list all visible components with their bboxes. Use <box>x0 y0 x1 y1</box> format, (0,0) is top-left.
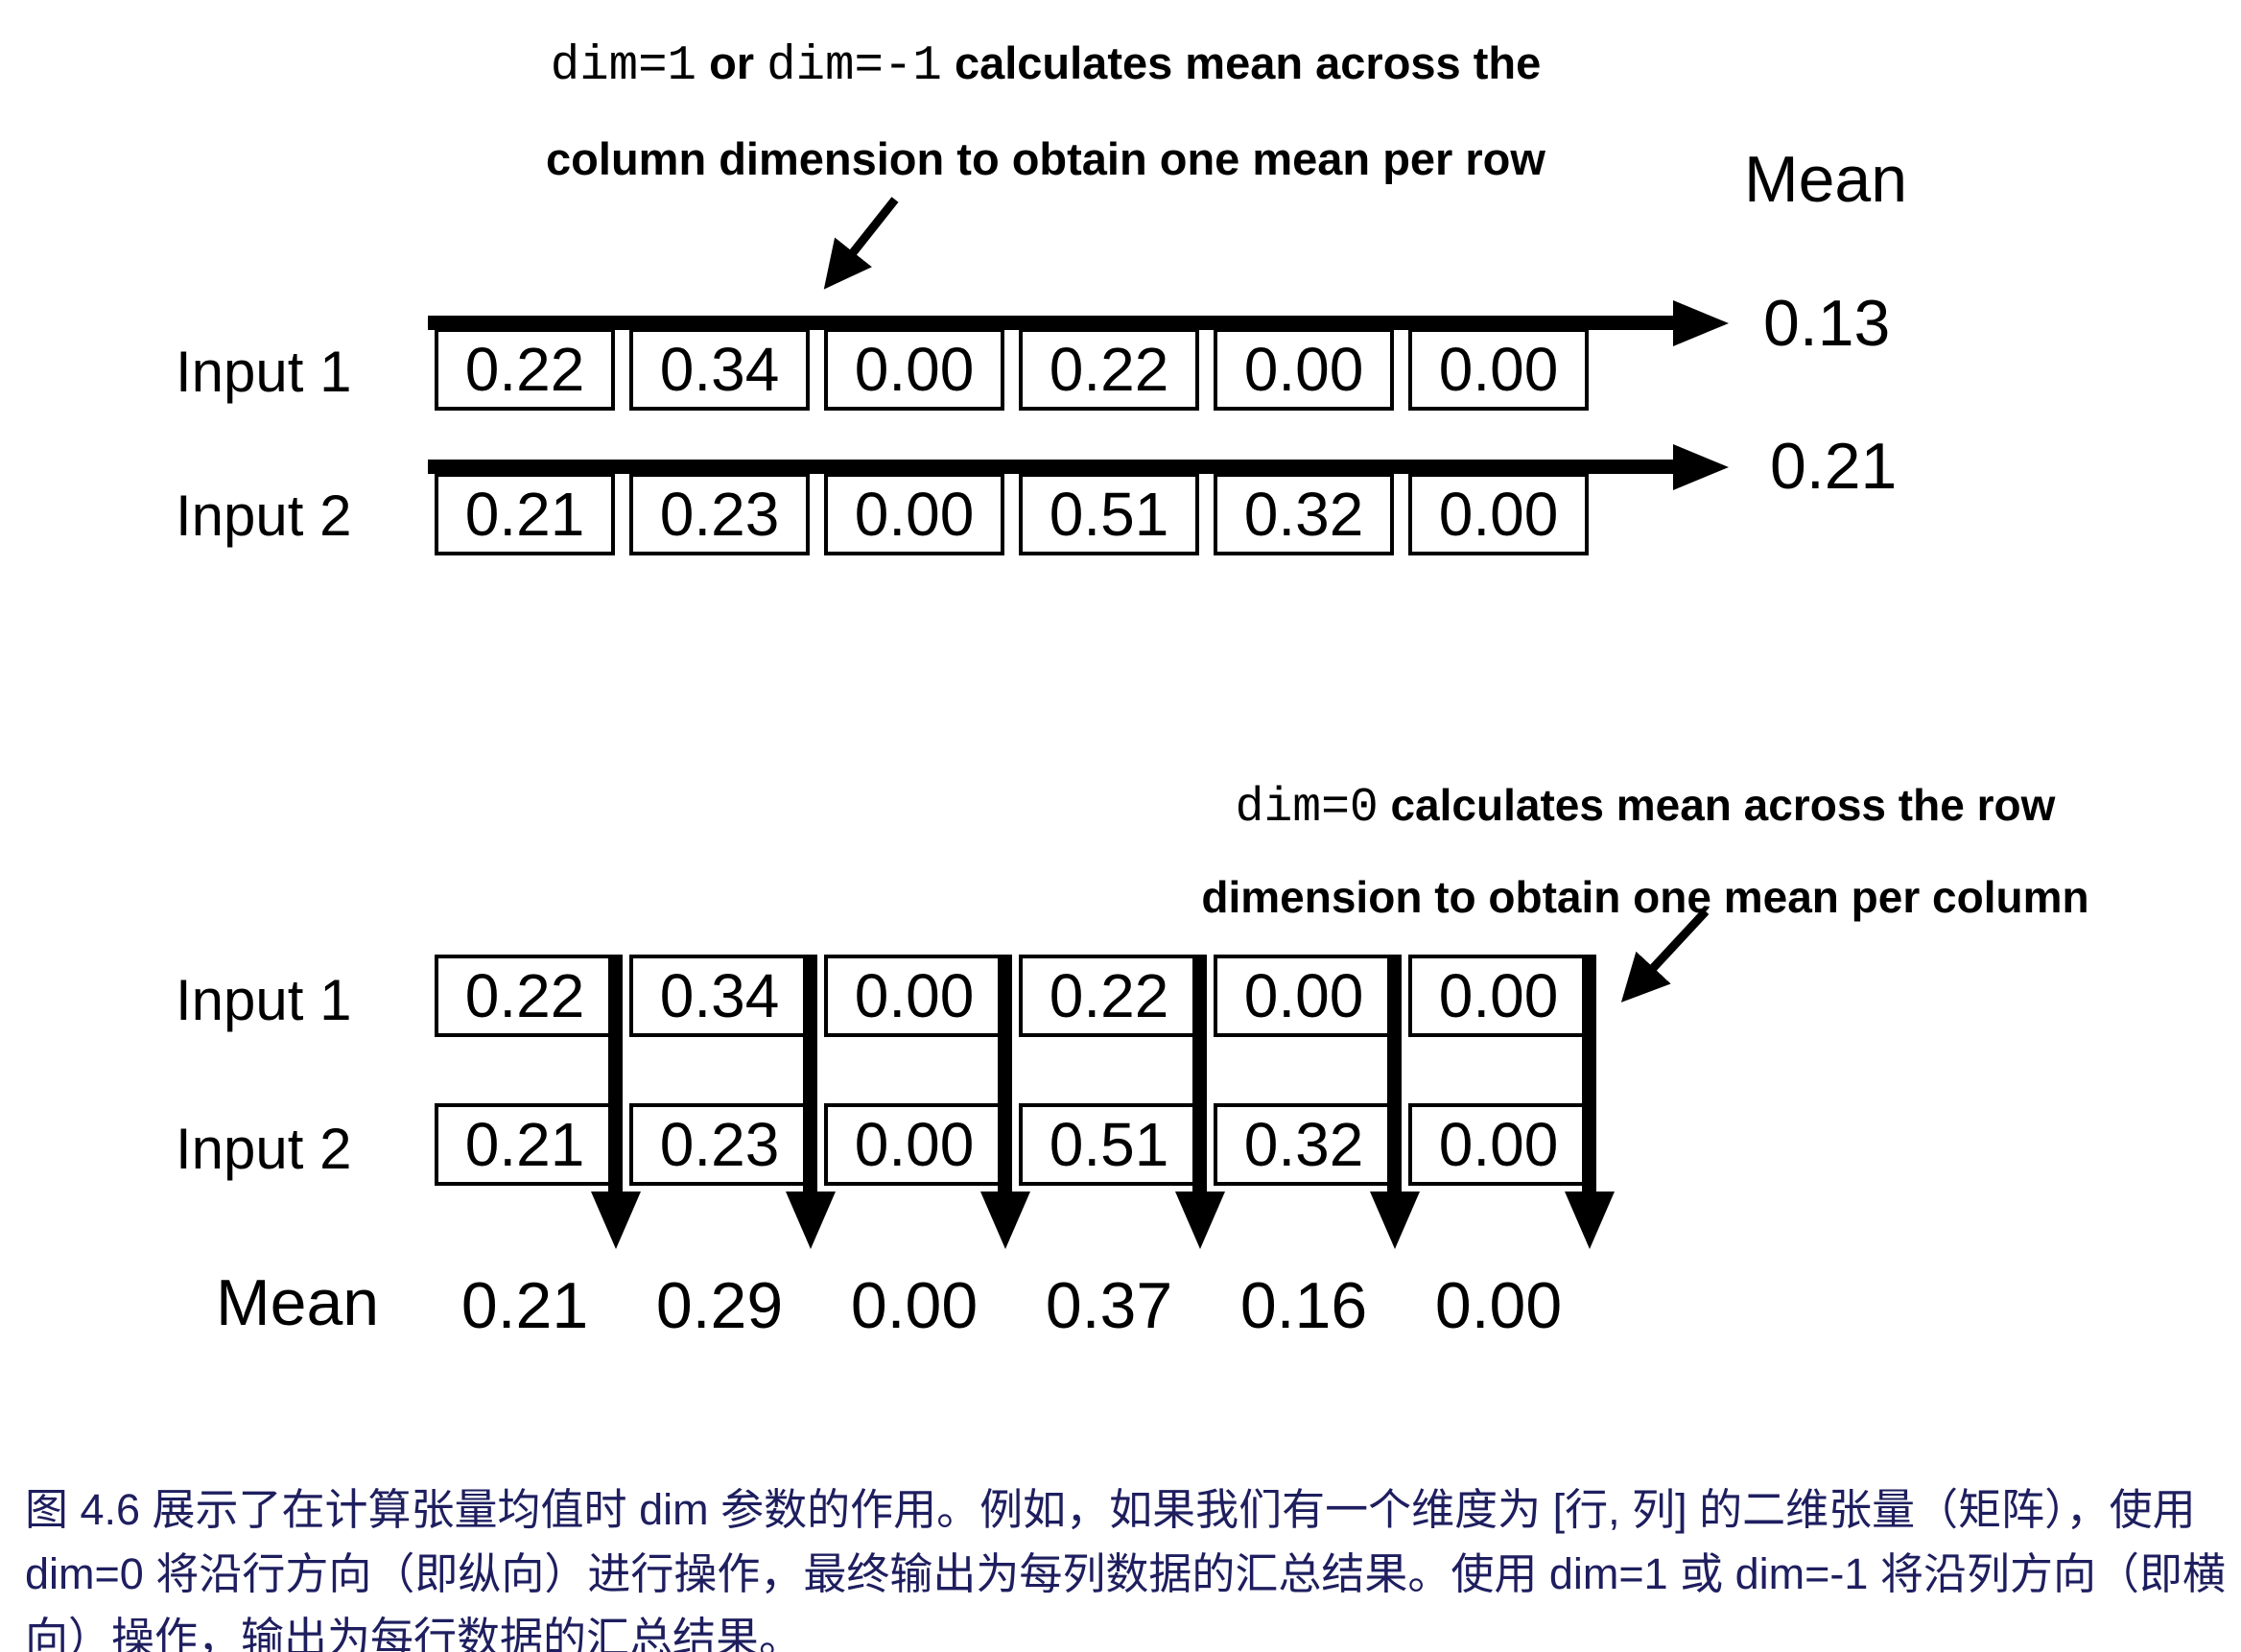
down-arrow-col6-shaft <box>1582 955 1596 1192</box>
top-row2-mean: 0.21 <box>1770 430 1898 503</box>
tensor-cell: 0.22 <box>435 955 615 1037</box>
top-annotation-line1: dim=1 or dim=-1 calculates mean across t… <box>278 17 1813 113</box>
code-dim1: dim=1 <box>550 39 697 94</box>
down-arrow-col4-head-icon <box>1175 1192 1225 1249</box>
top-mean-header: Mean <box>1743 143 1908 216</box>
down-arrow-col2-shaft <box>803 955 817 1192</box>
tensor-cell: 0.00 <box>824 328 1004 411</box>
bottom-annotation-line1: dim=0 calculates mean across the row <box>1084 761 2206 853</box>
down-arrow-col2-head-icon <box>786 1192 836 1249</box>
bottom-pointer-arrow-icon <box>1620 908 1710 1003</box>
top-annotation-line2: column dimension to obtain one mean per … <box>546 133 1545 184</box>
tensor-cell: 0.32 <box>1214 1103 1394 1186</box>
right-arrow-row1-head-icon <box>1673 300 1729 346</box>
bottom-mean-col6: 0.00 <box>1434 1269 1563 1342</box>
right-arrow-row2-head-icon <box>1673 444 1729 490</box>
bottom-mean-col2: 0.29 <box>655 1269 784 1342</box>
tensor-cell: 0.00 <box>824 1103 1004 1186</box>
figure-caption: 图 4.6 展示了在计算张量均值时 dim 参数的作用。例如，如果我们有一个维度… <box>25 1485 2226 1652</box>
bottom-mean-col3: 0.00 <box>850 1269 979 1342</box>
tensor-cell: 0.00 <box>824 473 1004 555</box>
tensor-cell: 0.23 <box>629 1103 810 1186</box>
bottom-row2-label: Input 2 <box>176 1117 352 1181</box>
top-row2-label: Input 2 <box>176 484 352 548</box>
tensor-cell: 0.00 <box>1214 955 1394 1037</box>
down-arrow-col1-head-icon <box>591 1192 641 1249</box>
code-dim0: dim=0 <box>1235 781 1379 835</box>
bottom-mean-col4: 0.37 <box>1045 1269 1173 1342</box>
tensor-cell: 0.51 <box>1019 1103 1199 1186</box>
top-annotation: dim=1 or dim=-1 calculates mean across t… <box>278 17 1813 205</box>
bottom-annotation-rest: calculates mean across the row <box>1390 780 2056 830</box>
down-arrow-col4-shaft <box>1192 955 1207 1192</box>
top-annotation-rest: calculates mean across the <box>954 37 1542 88</box>
down-arrow-col5-shaft <box>1387 955 1402 1192</box>
tensor-cell: 0.22 <box>435 328 615 411</box>
tensor-cell: 0.32 <box>1214 473 1394 555</box>
down-arrow-col1-shaft <box>608 955 623 1192</box>
tensor-cell: 0.00 <box>1408 328 1589 411</box>
bottom-mean-col1: 0.21 <box>460 1269 589 1342</box>
tensor-cell: 0.00 <box>1408 1103 1589 1186</box>
down-arrow-col3-shaft <box>998 955 1012 1192</box>
down-arrow-col6-head-icon <box>1565 1192 1615 1249</box>
bottom-mean-label: Mean <box>216 1266 380 1339</box>
tensor-cell: 0.22 <box>1019 328 1199 411</box>
top-row1-cells: 0.22 0.34 0.00 0.22 0.00 0.00 <box>435 328 1589 411</box>
right-arrow-row1-shaft <box>428 316 1673 330</box>
tensor-cell: 0.00 <box>1214 328 1394 411</box>
bottom-row1-label: Input 1 <box>176 968 352 1032</box>
top-row2-cells: 0.21 0.23 0.00 0.51 0.32 0.00 <box>435 473 1589 555</box>
top-annotation-or: or <box>709 37 755 88</box>
code-dim-neg1: dim=-1 <box>767 39 942 94</box>
top-pointer-arrow-icon <box>823 197 899 290</box>
tensor-cell: 0.00 <box>1408 955 1589 1037</box>
down-arrow-col5-head-icon <box>1370 1192 1420 1249</box>
bottom-row1-cells: 0.22 0.34 0.00 0.22 0.00 0.00 <box>435 955 1589 1037</box>
tensor-cell: 0.22 <box>1019 955 1199 1037</box>
tensor-cell: 0.34 <box>629 328 810 411</box>
top-row1-label: Input 1 <box>176 340 352 404</box>
tensor-cell: 0.34 <box>629 955 810 1037</box>
tensor-cell: 0.21 <box>435 1103 615 1186</box>
tensor-cell: 0.00 <box>1408 473 1589 555</box>
tensor-cell: 0.00 <box>824 955 1004 1037</box>
bottom-mean-col5: 0.16 <box>1239 1269 1368 1342</box>
bottom-annotation-line2: dimension to obtain one mean per column <box>1201 872 2089 922</box>
down-arrow-col3-head-icon <box>980 1192 1030 1249</box>
tensor-cell: 0.21 <box>435 473 615 555</box>
tensor-cell: 0.23 <box>629 473 810 555</box>
tensor-cell: 0.51 <box>1019 473 1199 555</box>
bottom-annotation: dim=0 calculates mean across the row dim… <box>1084 761 2206 942</box>
top-row1-mean: 0.13 <box>1763 287 1891 360</box>
right-arrow-row2-shaft <box>428 460 1673 474</box>
